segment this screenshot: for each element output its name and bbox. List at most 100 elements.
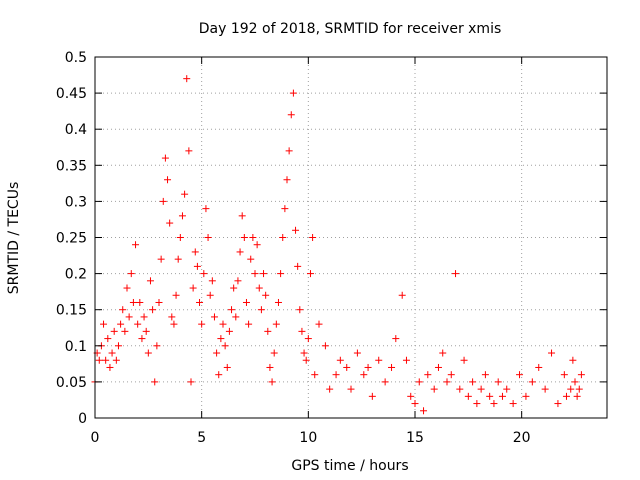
data-point	[121, 327, 129, 335]
chart-title: Day 192 of 2018, SRMTID for receiver xmi…	[199, 21, 502, 37]
data-point	[125, 313, 133, 321]
data-point	[296, 306, 304, 314]
data-point	[430, 385, 438, 393]
data-point	[528, 378, 536, 386]
data-point	[562, 392, 570, 400]
data-point	[266, 363, 274, 371]
data-point	[204, 234, 212, 241]
y-tick-label: 0.2	[65, 267, 87, 283]
x-tick-label: 0	[91, 430, 100, 446]
data-point	[106, 363, 114, 371]
data-point	[242, 298, 250, 306]
data-point	[332, 371, 340, 379]
data-point	[215, 371, 223, 379]
data-point	[132, 241, 140, 249]
data-point	[123, 284, 131, 292]
data-point	[260, 270, 268, 278]
data-point	[302, 356, 310, 364]
y-tick-label: 0.05	[56, 375, 87, 391]
data-point	[191, 248, 199, 256]
data-point	[486, 392, 494, 400]
data-point	[232, 313, 240, 321]
data-point	[142, 327, 150, 335]
data-point	[198, 320, 206, 328]
data-point	[535, 363, 543, 371]
data-point	[164, 176, 172, 184]
data-point	[567, 385, 575, 393]
data-point	[577, 371, 585, 379]
data-point	[456, 385, 464, 393]
data-point	[112, 356, 120, 364]
y-tick-label: 0.4	[65, 122, 87, 138]
data-point	[460, 356, 468, 364]
x-axis-title: GPS time / hours	[291, 458, 408, 474]
data-point	[388, 363, 396, 371]
x-tick-labels: 0 5 10 15 20	[91, 430, 531, 446]
y-tick-label: 0.35	[56, 158, 87, 174]
data-point	[434, 363, 442, 371]
data-point	[264, 327, 272, 335]
y-tick-labels: 0 0.05 0.1 0.15 0.2 0.25 0.3 0.35 0.4 0.45 0.5	[56, 50, 87, 427]
data-point	[283, 176, 291, 184]
data-point	[464, 392, 472, 400]
data-point	[270, 349, 278, 357]
data-point	[210, 313, 218, 321]
data-point	[221, 342, 229, 350]
data-point	[503, 385, 511, 393]
data-point	[155, 298, 163, 306]
data-point	[129, 298, 137, 306]
data-point	[245, 320, 253, 328]
data-point	[548, 349, 556, 357]
data-point	[439, 349, 447, 357]
data-point	[360, 371, 368, 379]
data-point	[117, 320, 125, 328]
data-point	[407, 392, 415, 400]
data-point	[447, 371, 455, 379]
data-point	[149, 306, 157, 314]
data-point	[575, 385, 583, 393]
data-point	[217, 335, 225, 343]
y-tick-label: 0.5	[65, 50, 87, 66]
data-point	[255, 284, 263, 292]
data-point	[166, 219, 174, 227]
data-point	[181, 190, 189, 198]
y-tick-label: 0.1	[65, 339, 87, 355]
data-point	[321, 342, 329, 350]
data-point	[161, 154, 169, 162]
data-points	[91, 75, 585, 415]
data-point	[300, 349, 308, 357]
data-point	[119, 306, 127, 314]
data-point	[193, 262, 201, 270]
data-point	[285, 147, 293, 155]
data-point	[170, 320, 178, 328]
data-point	[402, 356, 410, 364]
data-point	[306, 270, 314, 278]
data-point	[516, 371, 524, 379]
data-point	[138, 335, 146, 343]
data-point	[381, 378, 389, 386]
y-tick-label: 0	[78, 411, 87, 427]
data-point	[200, 270, 208, 278]
data-point	[234, 277, 242, 285]
data-point	[134, 320, 142, 328]
data-point	[253, 241, 261, 249]
data-point	[411, 400, 419, 408]
data-point	[257, 306, 265, 314]
data-point	[174, 255, 182, 263]
x-tick-label: 20	[513, 430, 531, 446]
data-point	[225, 327, 233, 335]
data-point	[294, 262, 302, 270]
data-point	[100, 320, 108, 328]
data-point	[353, 349, 361, 357]
data-point	[187, 378, 195, 386]
data-point	[292, 226, 300, 234]
data-point	[569, 356, 577, 364]
data-point	[213, 349, 221, 357]
data-point	[347, 385, 355, 393]
data-point	[236, 248, 244, 256]
data-point	[110, 327, 118, 335]
data-point	[176, 234, 184, 241]
data-point	[247, 255, 255, 263]
data-point	[153, 342, 161, 350]
